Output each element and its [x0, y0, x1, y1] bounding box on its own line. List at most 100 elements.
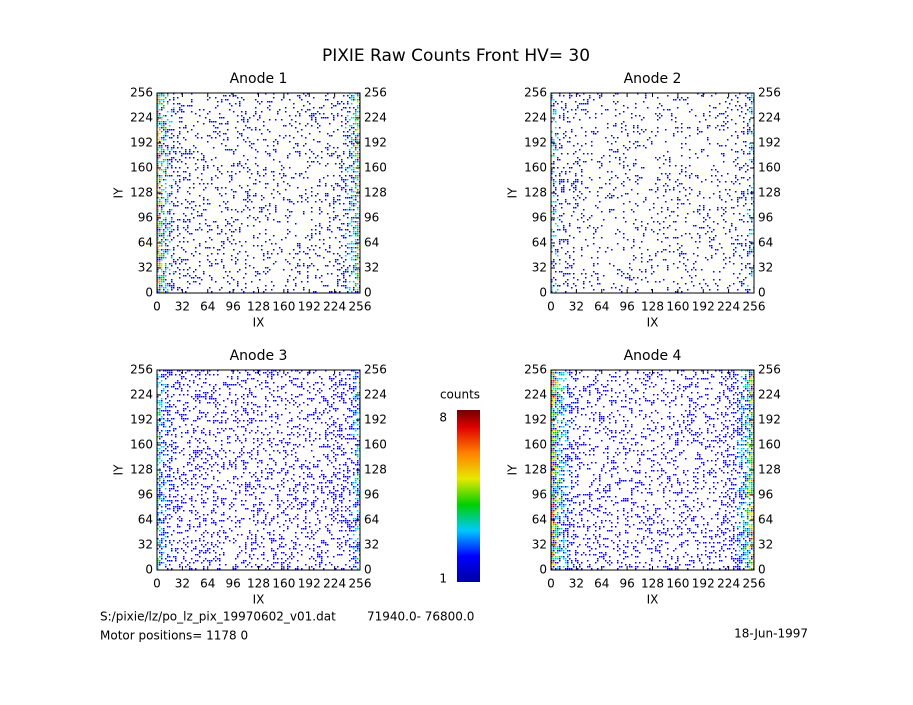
panel-title: Anode 1: [230, 71, 288, 87]
y-tick-label: 96: [532, 488, 547, 502]
y-tick-label: 256: [524, 86, 547, 100]
x-tick-label: 0: [153, 577, 161, 591]
y-axis-label: IY: [506, 464, 520, 476]
x-axis-label: IX: [253, 593, 265, 607]
y-tick-label-right: 256: [364, 363, 387, 377]
y-tick-label-right: 256: [758, 363, 781, 377]
y-tick-label: 256: [130, 86, 153, 100]
y-tick-label: 192: [130, 413, 153, 427]
y-tick-label-right: 0: [758, 563, 766, 577]
y-tick-label-right: 0: [758, 286, 766, 300]
y-tick-label: 0: [539, 286, 547, 300]
y-tick-label: 224: [130, 111, 153, 125]
y-tick-label: 256: [130, 363, 153, 377]
x-tick-label: 160: [272, 300, 295, 314]
y-tick-label-right: 32: [364, 261, 379, 275]
y-tick-label-right: 192: [364, 413, 387, 427]
y-tick-label: 32: [532, 261, 547, 275]
y-tick-label: 96: [532, 211, 547, 225]
x-tick-label: 128: [641, 577, 664, 591]
x-tick-label: 256: [743, 300, 766, 314]
x-tick-label: 192: [692, 577, 715, 591]
x-tick-label: 192: [298, 577, 321, 591]
x-tick-label: 224: [717, 300, 740, 314]
figure-title: PIXIE Raw Counts Front HV= 30: [322, 46, 590, 66]
y-tick-label-right: 224: [364, 388, 387, 402]
y-tick-label-right: 128: [758, 186, 781, 200]
y-tick-label: 64: [532, 513, 547, 527]
x-axis-label: IX: [647, 593, 659, 607]
y-tick-label-right: 128: [364, 186, 387, 200]
y-tick-label: 128: [130, 463, 153, 477]
y-tick-label-right: 192: [364, 136, 387, 150]
panel-title: Anode 3: [230, 348, 288, 364]
y-tick-label: 128: [130, 186, 153, 200]
x-tick-label: 96: [225, 300, 240, 314]
footer-motor: Motor positions= 1178 0: [100, 629, 248, 643]
x-tick-label: 64: [594, 577, 609, 591]
x-tick-label: 224: [323, 300, 346, 314]
y-tick-label: 224: [524, 388, 547, 402]
y-tick-label-right: 64: [364, 513, 379, 527]
y-tick-label-right: 96: [364, 488, 379, 502]
y-tick-label-right: 96: [758, 211, 773, 225]
y-tick-label: 160: [524, 438, 547, 452]
x-tick-label: 32: [175, 300, 190, 314]
x-tick-label: 0: [547, 577, 555, 591]
x-tick-label: 192: [298, 300, 321, 314]
y-tick-label-right: 32: [758, 261, 773, 275]
y-tick-label: 192: [524, 136, 547, 150]
footer-date: 18-Jun-1997: [734, 627, 808, 641]
x-tick-label: 192: [692, 300, 715, 314]
x-tick-label: 32: [175, 577, 190, 591]
y-tick-label-right: 224: [364, 111, 387, 125]
x-tick-label: 0: [153, 300, 161, 314]
y-tick-label: 96: [138, 488, 153, 502]
y-tick-label: 64: [138, 513, 153, 527]
y-tick-label: 0: [145, 286, 153, 300]
y-tick-label-right: 64: [758, 236, 773, 250]
x-tick-label: 256: [743, 577, 766, 591]
y-tick-label-right: 0: [364, 563, 372, 577]
y-tick-label-right: 32: [758, 538, 773, 552]
y-tick-label-right: 160: [758, 161, 781, 175]
y-axis-label: IY: [506, 187, 520, 199]
y-tick-label-right: 256: [758, 86, 781, 100]
x-tick-label: 256: [349, 300, 372, 314]
y-tick-label-right: 96: [758, 488, 773, 502]
x-axis-label: IX: [647, 316, 659, 330]
y-tick-label: 224: [130, 388, 153, 402]
x-tick-label: 96: [225, 577, 240, 591]
x-tick-label: 32: [569, 300, 584, 314]
x-tick-label: 32: [569, 577, 584, 591]
x-tick-label: 96: [619, 577, 634, 591]
y-tick-label-right: 128: [364, 463, 387, 477]
y-tick-label-right: 192: [758, 136, 781, 150]
y-tick-label-right: 64: [364, 236, 379, 250]
y-tick-label: 64: [532, 236, 547, 250]
y-tick-label: 256: [524, 363, 547, 377]
x-tick-label: 160: [666, 300, 689, 314]
y-tick-label: 192: [524, 413, 547, 427]
y-tick-label: 96: [138, 211, 153, 225]
y-tick-label: 32: [138, 261, 153, 275]
y-tick-label-right: 32: [364, 538, 379, 552]
x-tick-label: 160: [272, 577, 295, 591]
y-tick-label-right: 192: [758, 413, 781, 427]
x-tick-label: 0: [547, 300, 555, 314]
x-tick-label: 224: [323, 577, 346, 591]
y-tick-label-right: 64: [758, 513, 773, 527]
y-tick-label: 128: [524, 186, 547, 200]
x-tick-label: 96: [619, 300, 634, 314]
y-tick-label: 128: [524, 463, 547, 477]
x-tick-label: 128: [247, 577, 270, 591]
y-tick-label-right: 128: [758, 463, 781, 477]
y-tick-label: 32: [532, 538, 547, 552]
colorbar-tick-label: 1: [439, 572, 447, 586]
x-tick-label: 160: [666, 577, 689, 591]
colorbar-label: counts: [440, 388, 480, 402]
y-axis-label: IY: [112, 464, 126, 476]
y-tick-label: 224: [524, 111, 547, 125]
y-tick-label-right: 224: [758, 388, 781, 402]
